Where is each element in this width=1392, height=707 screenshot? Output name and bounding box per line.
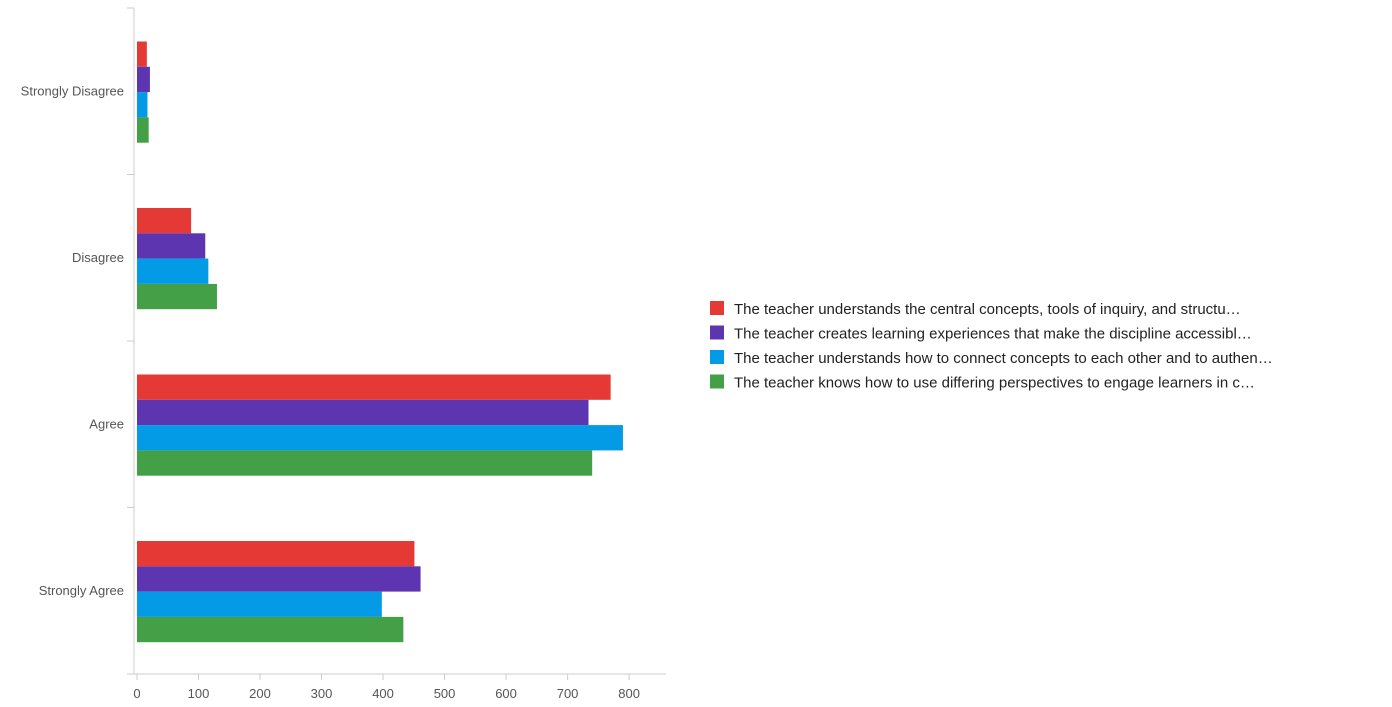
bar[interactable] bbox=[137, 591, 382, 617]
x-tick-label: 200 bbox=[249, 686, 271, 701]
x-tick-label: 800 bbox=[618, 686, 640, 701]
category-label: Disagree bbox=[72, 250, 124, 265]
bar[interactable] bbox=[137, 399, 589, 426]
x-tick-label: 400 bbox=[372, 686, 394, 701]
bar[interactable] bbox=[137, 566, 421, 592]
legend-label: The teacher knows how to use differing p… bbox=[734, 375, 1255, 392]
legend-label: The teacher understands the central conc… bbox=[734, 301, 1241, 318]
bar[interactable] bbox=[137, 425, 623, 451]
legend-item[interactable]: The teacher creates learning experiences… bbox=[710, 325, 1252, 343]
bar[interactable] bbox=[137, 41, 147, 67]
legend-swatch bbox=[710, 301, 724, 315]
bar[interactable] bbox=[137, 283, 217, 310]
legend-swatch bbox=[710, 325, 724, 340]
x-tick-label: 300 bbox=[311, 686, 333, 701]
bar[interactable] bbox=[137, 616, 404, 643]
axis-labels: 0 100 200 300 400 500 600 700 800 Strongly Disagr… bbox=[21, 83, 640, 701]
legend-label: The teacher creates learning experiences… bbox=[734, 326, 1252, 343]
x-tick-label: 700 bbox=[557, 686, 579, 701]
bars bbox=[137, 41, 623, 643]
category-label: Agree bbox=[89, 416, 124, 431]
legend-item[interactable]: The teacher understands the central conc… bbox=[710, 301, 1241, 318]
x-tick-label: 0 bbox=[133, 686, 140, 701]
axes bbox=[127, 7, 666, 680]
x-tick-label: 500 bbox=[434, 686, 456, 701]
x-tick-label: 100 bbox=[188, 686, 210, 701]
bar[interactable] bbox=[137, 208, 192, 234]
bar[interactable] bbox=[137, 258, 209, 284]
legend: The teacher understands the central conc… bbox=[710, 301, 1273, 392]
x-tick-label: 600 bbox=[495, 686, 517, 701]
category-label: Strongly Disagree bbox=[21, 83, 124, 98]
category-label: Strongly Agree bbox=[39, 583, 124, 598]
bar[interactable] bbox=[137, 66, 150, 93]
bar[interactable] bbox=[137, 117, 149, 143]
legend-label: The teacher understands how to connect c… bbox=[734, 350, 1273, 367]
bar[interactable] bbox=[137, 374, 611, 400]
legend-item[interactable]: The teacher knows how to use differing p… bbox=[710, 374, 1255, 392]
bar[interactable] bbox=[137, 92, 148, 118]
legend-swatch bbox=[710, 374, 724, 389]
bar[interactable] bbox=[137, 450, 593, 476]
legend-item[interactable]: The teacher understands how to connect c… bbox=[710, 350, 1273, 367]
bar[interactable] bbox=[137, 541, 415, 567]
legend-swatch bbox=[710, 350, 724, 364]
bar[interactable] bbox=[137, 233, 206, 259]
